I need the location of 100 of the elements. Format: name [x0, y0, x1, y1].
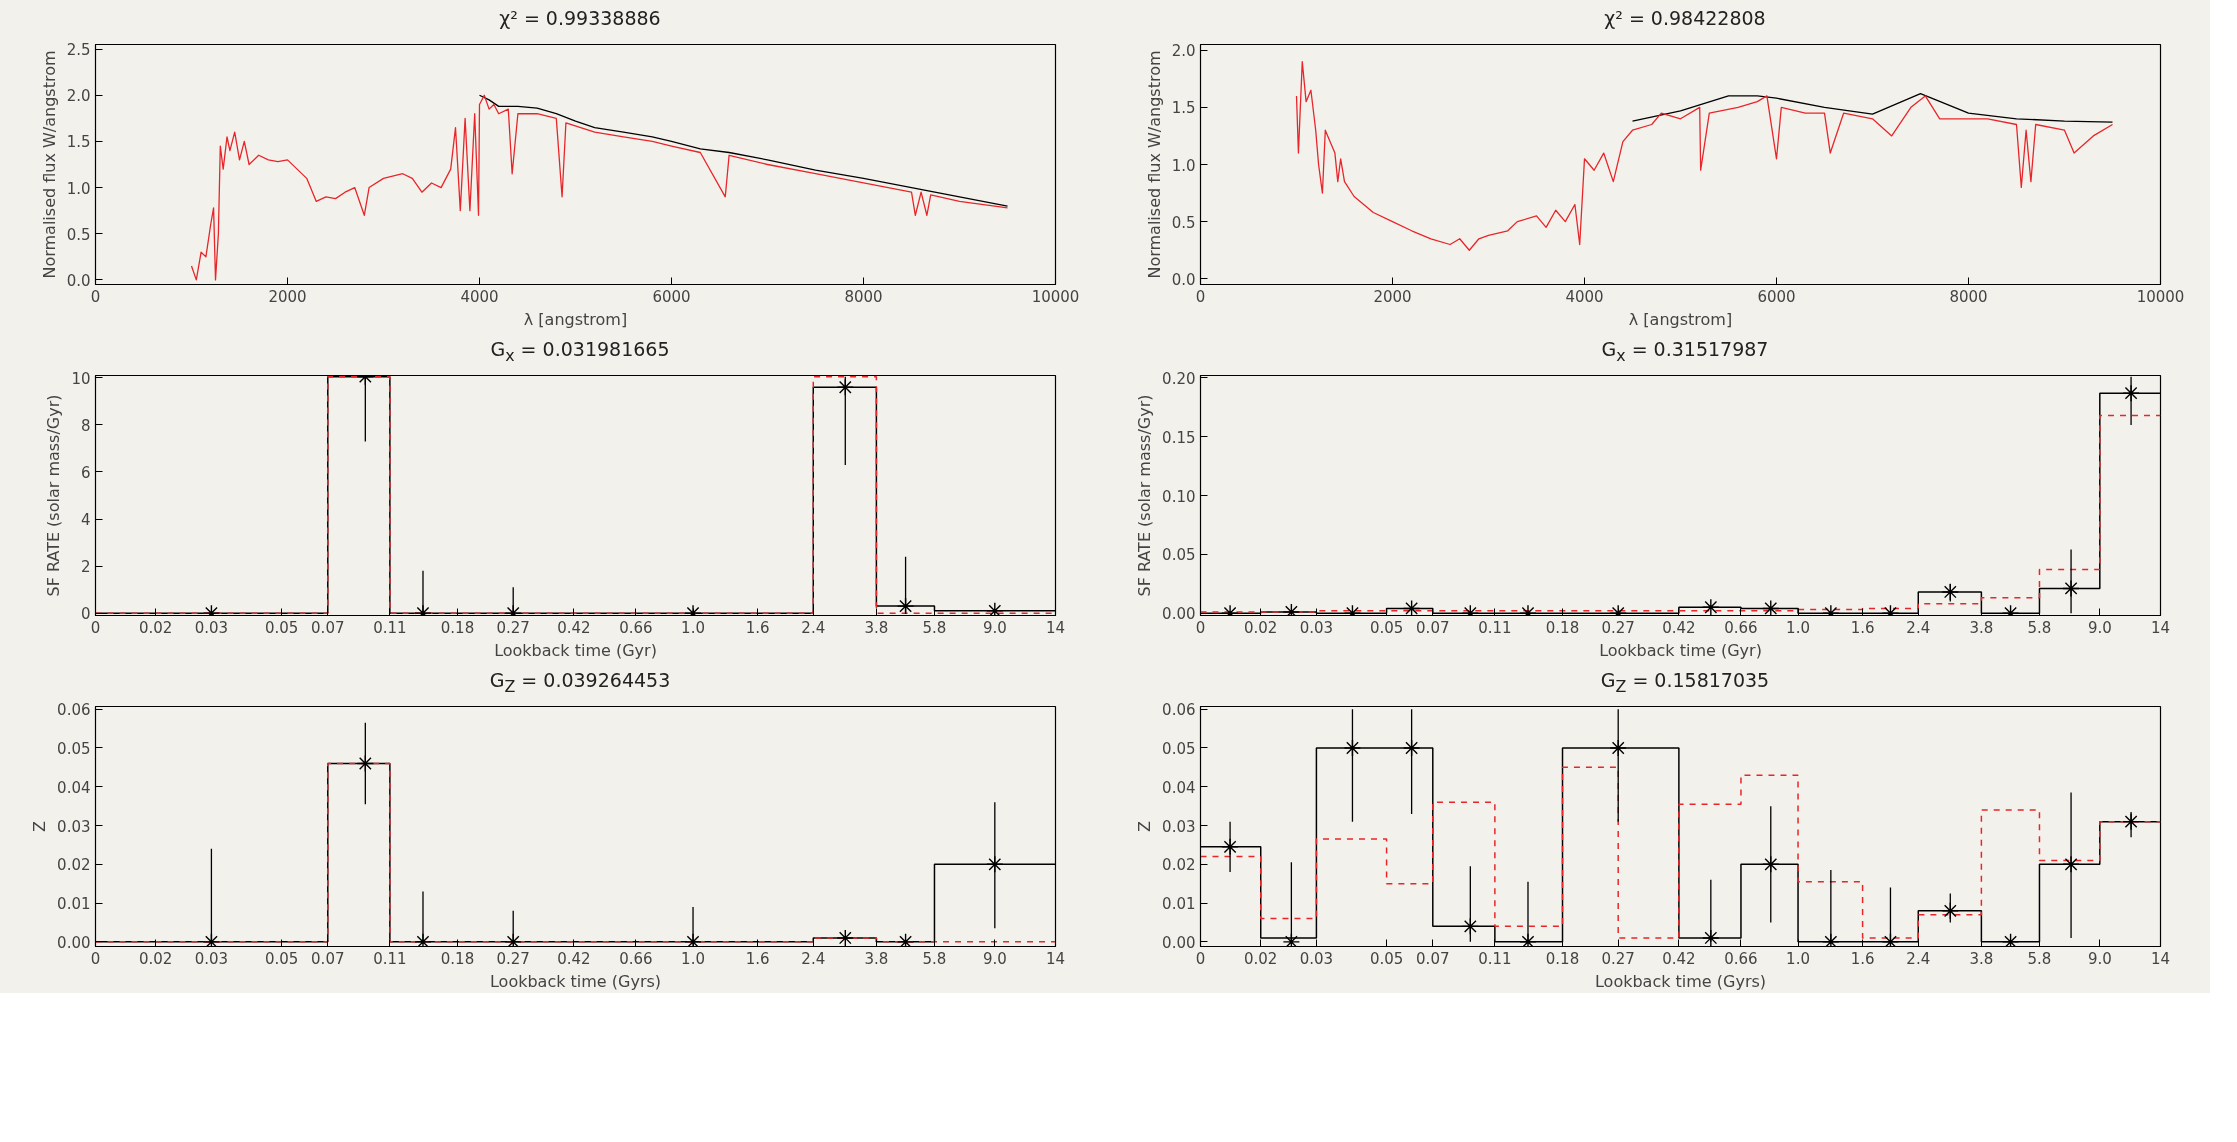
y-tick-label: 0.04: [57, 778, 91, 797]
x-axis-title: Lookback time (Gyrs): [1594, 971, 1767, 991]
x-tick-label: 0.18: [440, 618, 475, 637]
line-series: [190, 94, 1009, 281]
y-tick-label: 0.05: [1162, 546, 1196, 565]
x-tick-label: 0.05: [264, 618, 299, 637]
y-tick-label: 0.10: [1162, 487, 1196, 506]
x-tick-label: 0.27: [1601, 949, 1635, 968]
x-tick-label: 0.42: [557, 949, 591, 968]
x-tick-label: 0.02: [1244, 949, 1278, 968]
y-tick-label: 0.01: [1162, 895, 1196, 914]
x-tick-label: 0.18: [1545, 949, 1580, 968]
x-tick-label: 0.66: [619, 949, 653, 968]
chart-title: χ² = 0.98422808: [1603, 6, 1767, 31]
y-tick-label: 0.04: [1162, 778, 1196, 797]
x-tick-label: 0.02: [1244, 618, 1278, 637]
x-tick-label: 0.07: [1416, 949, 1450, 968]
x-tick-label: 0.66: [1724, 618, 1758, 637]
y-tick-label: 0.20: [1162, 369, 1196, 388]
y-tick-label: 10: [71, 369, 91, 388]
y-tick-label: 0: [80, 605, 91, 624]
line-series: [1631, 92, 2114, 123]
x-axis-title: λ [angstrom]: [1628, 309, 1733, 329]
x-tick-label: 14: [2150, 618, 2171, 637]
x-tick-label: 0.42: [1662, 949, 1696, 968]
x-tick-label: 4000: [460, 287, 499, 306]
y-tick-label: 0.5: [66, 225, 91, 244]
y-tick-label: 2.0: [1171, 42, 1196, 61]
y-axis-title: Z: [30, 820, 50, 832]
x-tick-label: 0.05: [1369, 949, 1404, 968]
y-tick-label: 2: [80, 558, 91, 577]
x-tick-label: 0.05: [1369, 618, 1404, 637]
y-tick-label: 0.02: [1162, 856, 1196, 875]
y-tick-label: 2.0: [66, 87, 91, 106]
x-tick-label: 0.66: [619, 618, 653, 637]
y-tick-label: 0.15: [1162, 428, 1196, 447]
chart-title: G$_{x}$ = 0.31517987: [1600, 337, 1770, 367]
x-tick-label: 0.18: [440, 949, 475, 968]
x-axis-title: Lookback time (Gyr): [494, 640, 657, 660]
x-axis-title: Lookback time (Gyrs): [489, 971, 662, 991]
x-tick-label: 2.4: [801, 618, 826, 637]
x-tick-label: 9.0: [2087, 949, 2112, 968]
x-tick-label: 0.02: [139, 949, 173, 968]
x-tick-label: 0.05: [264, 949, 299, 968]
x-tick-label: 5.8: [2027, 618, 2052, 637]
y-tick-label: 0.0: [66, 271, 91, 290]
x-tick-label: 10000: [2136, 287, 2185, 306]
x-tick-label: 3.8: [864, 949, 889, 968]
y-tick-label: 1.0: [66, 179, 91, 198]
x-tick-label: 6000: [1757, 287, 1796, 306]
x-tick-label: 9.0: [982, 949, 1007, 968]
y-tick-label: 0.03: [1162, 817, 1196, 836]
x-tick-label: 0.03: [194, 949, 229, 968]
x-tick-label: 1.6: [1850, 618, 1875, 637]
y-tick-label: 0.06: [57, 701, 91, 720]
x-tick-label: 1.6: [745, 618, 770, 637]
x-tick-label: 14: [1045, 949, 1066, 968]
x-tick-label: 0.02: [139, 618, 173, 637]
x-tick-label: 2000: [268, 287, 307, 306]
x-tick-label: 0.27: [496, 949, 530, 968]
x-tick-label: 9.0: [982, 618, 1007, 637]
x-tick-label: 9.0: [2087, 618, 2112, 637]
x-tick-label: 3.8: [1969, 618, 1994, 637]
x-tick-label: 0.11: [373, 949, 407, 968]
y-tick-label: 8: [80, 416, 91, 435]
x-tick-label: 4000: [1565, 287, 1604, 306]
x-tick-label: 5.8: [922, 949, 947, 968]
y-tick-label: 0.03: [57, 817, 91, 836]
x-tick-label: 0.27: [1601, 618, 1635, 637]
x-tick-label: 1.0: [681, 949, 705, 968]
x-tick-label: 0.27: [496, 618, 530, 637]
y-tick-label: 2.5: [66, 41, 91, 60]
x-tick-label: 6000: [652, 287, 691, 306]
x-tick-label: 2.4: [1906, 949, 1931, 968]
x-tick-label: 14: [1045, 618, 1066, 637]
chart-title: G$_{Z}$ = 0.15817035: [1599, 668, 1771, 698]
x-tick-label: 0.11: [373, 618, 407, 637]
x-tick-label: 2000: [1373, 287, 1412, 306]
y-tick-label: 6: [80, 463, 91, 482]
x-tick-label: 3.8: [864, 618, 889, 637]
y-tick-label: 0.01: [57, 895, 91, 914]
x-tick-label: 10000: [1031, 287, 1080, 306]
y-tick-label: 1.5: [1171, 99, 1196, 118]
x-tick-label: 2.4: [1906, 618, 1931, 637]
x-tick-label: 3.8: [1969, 949, 1994, 968]
y-tick-label: 0.05: [1162, 739, 1196, 758]
y-tick-label: 0.02: [57, 856, 91, 875]
x-tick-label: 0.03: [1299, 949, 1334, 968]
y-axis-title: Normalised flux W/angstrom: [1144, 50, 1164, 279]
x-tick-label: 14: [2150, 949, 2171, 968]
y-tick-label: 0.06: [1162, 701, 1196, 720]
y-axis-title: Normalised flux W/angstrom: [39, 50, 59, 279]
chart-title: G$_{Z}$ = 0.039264453: [488, 668, 672, 698]
x-tick-label: 0.03: [1299, 618, 1334, 637]
y-tick-label: 0.5: [1171, 213, 1196, 232]
x-tick-label: 0.07: [311, 618, 345, 637]
x-tick-label: 0.07: [1416, 618, 1450, 637]
x-tick-label: 0.66: [1724, 949, 1758, 968]
x-tick-label: 5.8: [2027, 949, 2052, 968]
y-tick-label: 4: [80, 511, 91, 530]
